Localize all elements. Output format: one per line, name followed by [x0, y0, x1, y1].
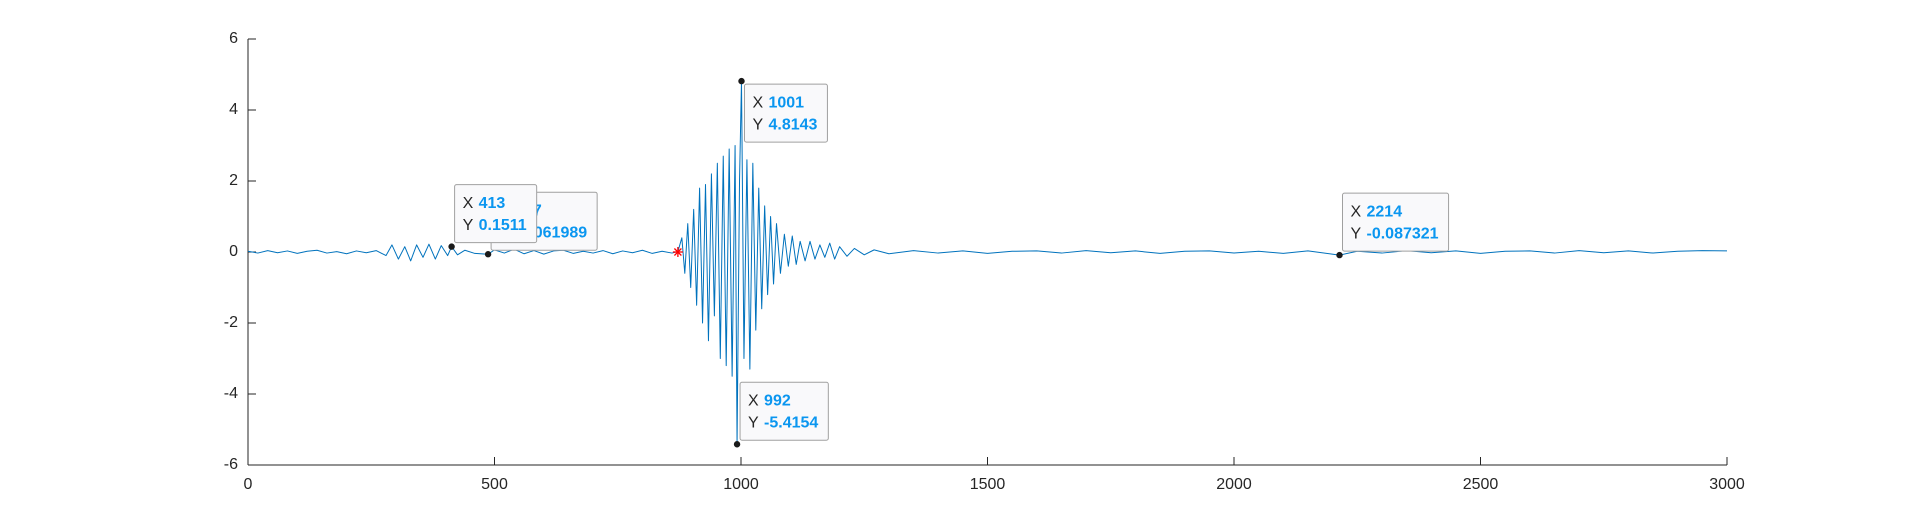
x-tick-label: 2000	[1216, 476, 1252, 493]
x-tick-label: 2500	[1463, 476, 1499, 493]
x-tick-label: 500	[481, 476, 508, 493]
y-tick-label: 2	[229, 172, 238, 189]
datatip: X 413 Y 0.1511	[448, 184, 538, 250]
y-tick-label: 4	[229, 101, 238, 118]
datatip-value: 413	[479, 195, 506, 212]
datatip-value: 2214	[1367, 203, 1403, 220]
datatip-label: X	[463, 195, 474, 212]
datatip: X 992 Y -5.4154	[733, 381, 829, 448]
datatip-point	[738, 77, 745, 85]
x-tick-label: 3000	[1709, 476, 1745, 493]
datatip-value: -5.4154	[764, 414, 818, 431]
y-tick-label: 6	[229, 30, 238, 47]
datatip-box	[743, 83, 828, 143]
datatip-point	[484, 251, 492, 258]
x-tick-label: 1500	[970, 476, 1006, 493]
datatip-value: 4.8143	[768, 116, 817, 133]
datatip-label: X	[748, 392, 759, 409]
datatip-label: Y	[463, 217, 474, 234]
x-tick-label: 1000	[723, 476, 759, 493]
y-tick-label: -2	[224, 314, 238, 331]
datatip: X 2214 Y -0.087321	[1336, 192, 1450, 259]
datatip-label: Y	[748, 414, 759, 431]
datatip-point	[1336, 251, 1343, 259]
datatip-value: -0.087321	[1367, 225, 1439, 242]
x-tick-label: 0	[244, 476, 253, 493]
datatip-label: Y	[1351, 225, 1362, 242]
datatip-box	[739, 381, 829, 441]
y-tick-label: 0	[229, 243, 238, 260]
datatip-box	[1342, 192, 1450, 252]
datatip-label: Y	[752, 116, 763, 133]
star-marker	[672, 247, 683, 257]
datatip: X 1001 Y 4.8143	[738, 77, 828, 143]
datatip-label: X	[752, 94, 763, 111]
datatip-value: 0.1511	[479, 217, 527, 234]
datatip-value: 1001	[768, 94, 804, 111]
datatip-point	[733, 441, 741, 448]
y-tick-label: -6	[224, 456, 238, 473]
datatip-box	[454, 184, 538, 244]
star-stroke	[673, 248, 682, 256]
datatip-point	[448, 243, 455, 250]
y-tick-label: -4	[224, 385, 238, 402]
datatip-label: X	[1351, 203, 1362, 220]
datatip-value: 992	[764, 392, 791, 409]
signal-line	[247, 80, 1728, 445]
